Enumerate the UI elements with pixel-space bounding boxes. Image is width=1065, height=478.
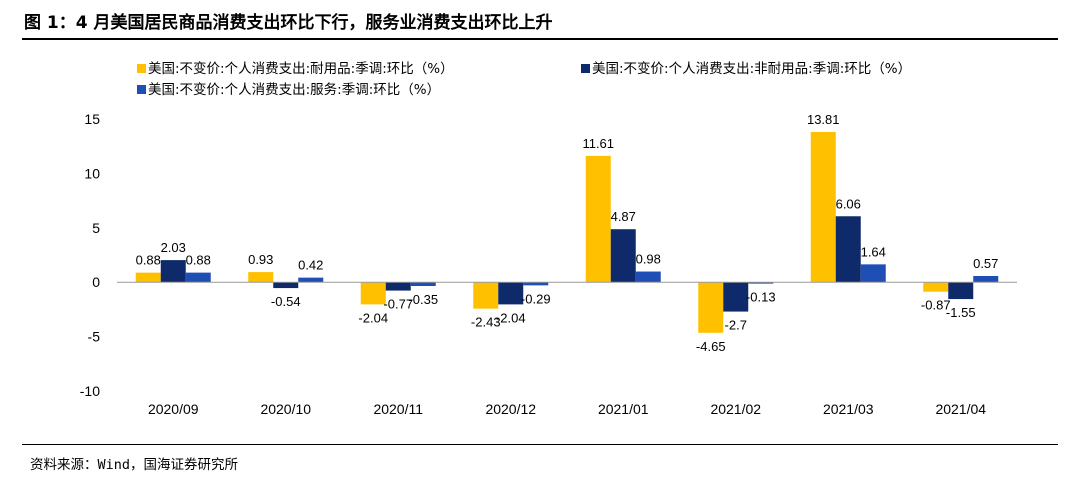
bar-3-2020/09 — [185, 272, 211, 283]
y-axis: 15 10 5 0 -5 -10 — [80, 111, 100, 399]
bar-2-2020/09 — [160, 260, 186, 283]
data-label: -2.04 — [358, 310, 388, 325]
data-label: 11.61 — [582, 136, 614, 151]
x-tick-label: 2021/03 — [823, 401, 874, 417]
data-label: 1.64 — [861, 244, 886, 259]
x-tick-label: 2020/10 — [260, 401, 311, 417]
data-label: -1.55 — [946, 305, 976, 320]
y-tick-label: 15 — [84, 111, 100, 127]
bar-1-2021/04 — [923, 282, 949, 292]
legend-label-1: 美国:不变价:个人消费支出:耐用品:季调:环比（%） — [148, 61, 454, 77]
bar-1-2020/12 — [473, 282, 499, 309]
data-label: 0.98 — [636, 252, 661, 267]
data-label: -0.13 — [746, 290, 776, 305]
bar-1-2020/09 — [135, 272, 161, 283]
bar-series — [135, 131, 999, 333]
data-label: 2.03 — [161, 240, 186, 255]
bar-3-2021/03 — [860, 264, 886, 283]
data-label: -0.54 — [271, 294, 301, 309]
bar-3-2020/11 — [410, 282, 436, 287]
bar-2-2021/02 — [723, 282, 749, 312]
bar-2-2021/01 — [610, 229, 636, 283]
x-tick-label: 2021/04 — [935, 401, 986, 417]
data-label: 0.42 — [298, 258, 323, 273]
bar-3-2020/10 — [298, 277, 324, 283]
source-note: 资料来源：Wind，国海证券研究所 — [30, 457, 239, 473]
bar-2-2021/04 — [948, 282, 974, 300]
title-rule — [22, 38, 1058, 40]
legend-label-3: 美国:不变价:个人消费支出:服务:季调:环比（%） — [148, 82, 440, 98]
bar-2-2020/11 — [385, 282, 411, 291]
bar-3-2021/04 — [973, 275, 999, 283]
data-label: 0.88 — [136, 253, 161, 268]
bar-3-2020/12 — [523, 282, 549, 286]
legend-swatch-3 — [137, 85, 146, 94]
bar-1-2021/01 — [585, 155, 611, 283]
data-label: -0.77 — [383, 297, 413, 312]
figure-title: 图 1：4 月美国居民商品消费支出环比下行，服务业消费支出环比上升 — [24, 13, 553, 33]
data-label: 0.93 — [248, 252, 273, 267]
bar-1-2021/03 — [810, 131, 836, 283]
bar-1-2020/10 — [248, 272, 274, 283]
legend-swatch-2 — [581, 64, 590, 73]
data-label: 0.88 — [186, 253, 211, 268]
data-label: 6.06 — [836, 196, 861, 211]
data-label: -2.7 — [725, 318, 747, 333]
y-tick-label: 5 — [92, 220, 100, 236]
chart-legend: 美国:不变价:个人消费支出:耐用品:季调:环比（%） 美国:不变价:个人消费支出:… — [137, 61, 911, 98]
bar-2-2020/10 — [273, 282, 299, 289]
data-label: -0.87 — [921, 298, 951, 313]
bar-3-2021/01 — [635, 271, 661, 283]
x-tick-label: 2020/11 — [373, 401, 423, 417]
data-label: 0.57 — [973, 256, 998, 271]
x-tick-label: 2020/09 — [148, 401, 199, 417]
data-label: 4.87 — [611, 209, 636, 224]
bar-3-2021/02 — [748, 282, 774, 284]
data-labels: 0.882.030.88 0.93-0.540.42-2.04-0.77-0.35… — [136, 112, 999, 354]
bar-1-2021/02 — [698, 282, 724, 333]
bar-2-2021/03 — [835, 216, 861, 283]
x-tick-label: 2021/02 — [710, 401, 761, 417]
source-rule — [22, 444, 1058, 445]
data-label: -2.43 — [471, 315, 501, 330]
y-tick-label: 0 — [92, 274, 100, 290]
data-label: 13.81 — [807, 112, 840, 127]
y-tick-label: -10 — [80, 383, 100, 399]
y-tick-label: -5 — [88, 329, 101, 345]
data-label: -0.29 — [521, 291, 551, 306]
x-axis: 2020/09 2020/10 2020/11 2020/12 2021/01 2021/… — [148, 401, 986, 417]
data-label: -0.35 — [408, 292, 438, 307]
bar-2-2020/12 — [498, 282, 524, 305]
bar-1-2020/11 — [360, 282, 386, 305]
data-label: -4.65 — [696, 339, 726, 354]
x-tick-label: 2020/12 — [485, 401, 536, 417]
legend-swatch-1 — [137, 64, 146, 73]
data-label: -2.04 — [496, 310, 526, 325]
legend-label-2: 美国:不变价:个人消费支出:非耐用品:季调:环比（%） — [592, 61, 911, 77]
x-tick-label: 2021/01 — [598, 401, 649, 417]
y-tick-label: 10 — [84, 165, 100, 181]
